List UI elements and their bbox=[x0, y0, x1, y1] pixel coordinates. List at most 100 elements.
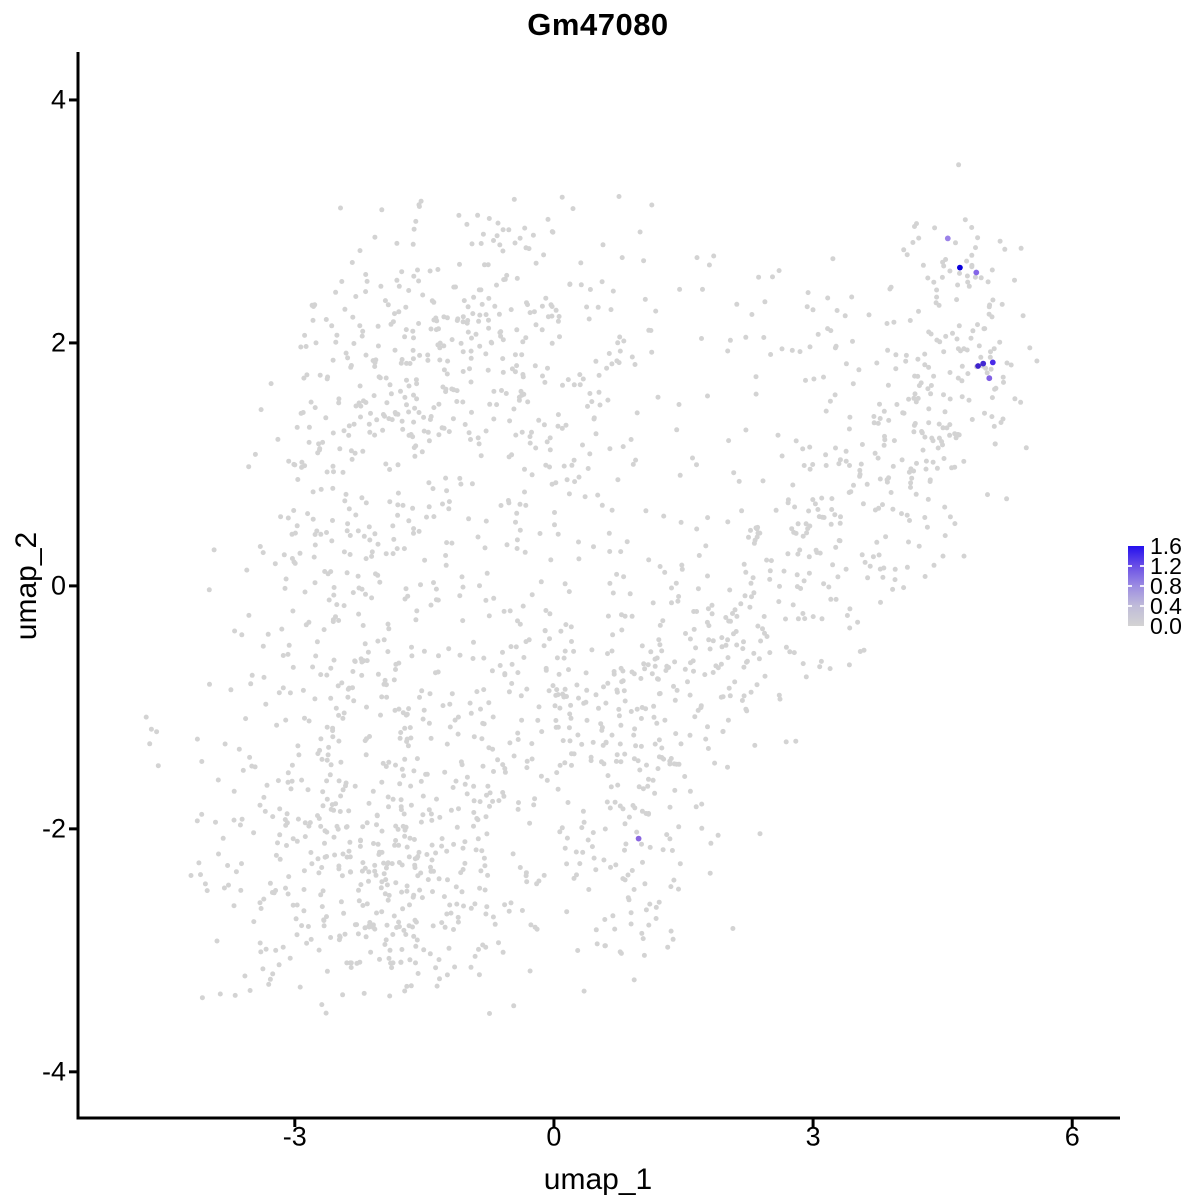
umap-point bbox=[969, 262, 975, 268]
umap-point bbox=[568, 715, 574, 721]
umap-point bbox=[285, 770, 291, 776]
umap-point bbox=[483, 428, 489, 434]
umap-point bbox=[947, 370, 953, 375]
umap-point bbox=[556, 314, 562, 319]
umap-point bbox=[261, 896, 267, 902]
umap-point bbox=[631, 977, 637, 983]
umap-point bbox=[344, 528, 350, 534]
umap-point bbox=[743, 706, 749, 712]
umap-point bbox=[691, 626, 697, 632]
umap-point bbox=[779, 346, 785, 352]
umap-point bbox=[587, 391, 593, 396]
umap-point bbox=[436, 876, 442, 882]
expressing-cell bbox=[635, 835, 642, 842]
umap-point bbox=[911, 395, 917, 401]
umap-point bbox=[609, 507, 615, 513]
umap-point bbox=[285, 651, 291, 657]
umap-point bbox=[439, 843, 445, 849]
umap-point bbox=[420, 716, 426, 722]
umap-point bbox=[687, 788, 693, 794]
umap-point bbox=[383, 375, 389, 381]
umap-point bbox=[359, 586, 365, 592]
umap-point bbox=[752, 742, 758, 748]
umap-point bbox=[608, 784, 614, 790]
umap-point bbox=[431, 514, 437, 520]
umap-point bbox=[736, 478, 742, 484]
umap-point bbox=[274, 722, 280, 728]
umap-point bbox=[247, 754, 253, 760]
umap-point bbox=[691, 668, 696, 674]
umap-point bbox=[449, 337, 455, 343]
umap-point bbox=[991, 423, 997, 429]
umap-point bbox=[225, 863, 231, 868]
umap-point bbox=[406, 518, 412, 524]
umap-point bbox=[913, 399, 919, 405]
umap-point bbox=[544, 777, 550, 783]
umap-point bbox=[560, 382, 565, 388]
umap-point bbox=[347, 533, 353, 538]
umap-point bbox=[410, 434, 416, 440]
umap-point bbox=[577, 372, 583, 378]
umap-point bbox=[507, 740, 513, 746]
umap-point bbox=[638, 716, 644, 721]
expressing-cell bbox=[973, 269, 980, 276]
umap-point bbox=[374, 910, 379, 916]
umap-point bbox=[669, 600, 674, 606]
umap-point bbox=[934, 465, 940, 471]
umap-point bbox=[458, 481, 464, 487]
umap-point bbox=[434, 796, 439, 802]
umap-point bbox=[633, 743, 639, 749]
umap-point bbox=[762, 630, 767, 636]
umap-point bbox=[291, 559, 297, 565]
umap-point bbox=[586, 887, 592, 892]
umap-point bbox=[636, 784, 642, 790]
umap-point bbox=[484, 904, 490, 910]
umap-point bbox=[972, 274, 978, 280]
umap-point bbox=[303, 622, 309, 628]
umap-point bbox=[922, 362, 928, 368]
umap-point bbox=[472, 953, 478, 959]
umap-point bbox=[847, 414, 853, 420]
umap-point bbox=[260, 966, 266, 972]
umap-point bbox=[612, 799, 618, 805]
umap-point bbox=[926, 364, 932, 370]
umap-point bbox=[290, 836, 296, 842]
umap-point bbox=[470, 656, 476, 661]
umap-point bbox=[857, 467, 863, 473]
umap-point bbox=[616, 706, 622, 712]
umap-point bbox=[649, 349, 655, 355]
umap-point bbox=[516, 394, 522, 400]
umap-point bbox=[392, 842, 398, 848]
umap-point bbox=[251, 830, 257, 836]
umap-point bbox=[441, 314, 447, 320]
umap-point bbox=[304, 372, 310, 378]
umap-point bbox=[547, 611, 553, 617]
umap-point bbox=[360, 328, 366, 334]
umap-point bbox=[933, 300, 939, 306]
umap-point bbox=[252, 451, 258, 457]
umap-point bbox=[155, 763, 161, 769]
umap-point bbox=[517, 865, 523, 870]
umap-point bbox=[502, 902, 508, 908]
umap-point bbox=[495, 757, 501, 763]
umap-point bbox=[285, 779, 291, 785]
umap-point bbox=[830, 256, 836, 262]
umap-point bbox=[718, 661, 724, 667]
y-axis-title: umap_2 bbox=[10, 531, 43, 641]
umap-point bbox=[648, 649, 654, 655]
umap-point bbox=[318, 486, 324, 492]
umap-point bbox=[628, 709, 634, 714]
umap-point bbox=[562, 581, 568, 587]
umap-point bbox=[262, 808, 268, 814]
umap-point bbox=[985, 279, 991, 285]
umap-point bbox=[922, 515, 928, 520]
umap-point bbox=[257, 940, 263, 946]
umap-point bbox=[599, 502, 605, 508]
umap-point bbox=[885, 347, 891, 353]
umap-point bbox=[1034, 358, 1040, 364]
umap-point bbox=[1020, 313, 1026, 319]
umap-point bbox=[876, 505, 882, 511]
umap-point bbox=[481, 855, 487, 861]
umap-point bbox=[206, 587, 212, 593]
umap-point bbox=[881, 408, 887, 414]
